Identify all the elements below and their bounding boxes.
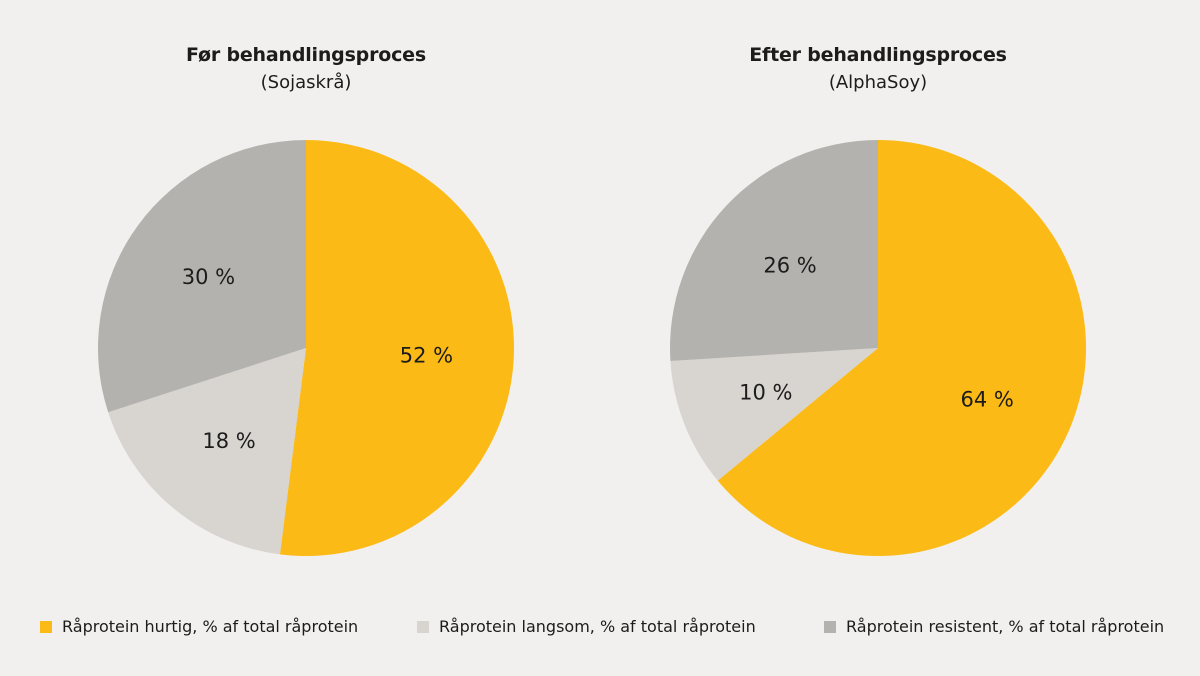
pie-slice-fast	[717, 140, 1086, 556]
legend-label: Råprotein langsom, % af total råprotein	[439, 617, 756, 636]
chart-title: Før behandlingsproces	[186, 44, 426, 66]
pie-label-fast: 64 %	[960, 387, 1013, 411]
legend-item-fast: Råprotein hurtig, % af total råprotein	[40, 617, 358, 636]
legend-swatch-slow	[417, 620, 429, 633]
pie-slice-slow	[670, 348, 878, 481]
pie-chart-before: Før behandlingsproces (Sojaskrå) 52 % 18 …	[6, 0, 606, 590]
legend-swatch-resistant	[824, 620, 836, 633]
pie-label-slow: 10 %	[739, 380, 792, 404]
legend-label: Råprotein resistent, % af total råprotei…	[846, 617, 1165, 636]
chart-subtitle: (AlphaSoy)	[828, 72, 928, 93]
chart-title: Efter behandlingsproces	[749, 44, 1007, 66]
pie-chart-after: Efter behandlingsproces (AlphaSoy) 64 % 1…	[578, 0, 1178, 590]
pie-slice-slow	[108, 348, 307, 555]
pie-label-fast: 52 %	[400, 344, 453, 368]
legend-swatch-fast	[40, 620, 52, 633]
pie-label-resistant: 30 %	[182, 265, 235, 289]
legend-item-slow: Råprotein langsom, % af total råprotein	[417, 617, 756, 636]
pie-svg-after: 64 % 10 % 26 %	[670, 140, 1086, 556]
pie-slice-resistant	[670, 140, 878, 362]
pie-label-resistant: 26 %	[763, 253, 816, 277]
legend-item-resistant: Råprotein resistent, % af total råprotei…	[824, 617, 1164, 636]
pie-slice-resistant	[97, 140, 307, 413]
legend-label: Råprotein hurtig, % af total råprotein	[62, 617, 359, 636]
chart-subtitle: (Sojaskrå)	[260, 72, 352, 93]
legend: Råprotein hurtig, % af total råprotein R…	[0, 617, 1200, 641]
pie-svg-before: 52 % 18 % 30 %	[97, 140, 514, 556]
pie-slice-fast	[279, 140, 514, 556]
pie-label-slow: 18 %	[202, 429, 255, 453]
